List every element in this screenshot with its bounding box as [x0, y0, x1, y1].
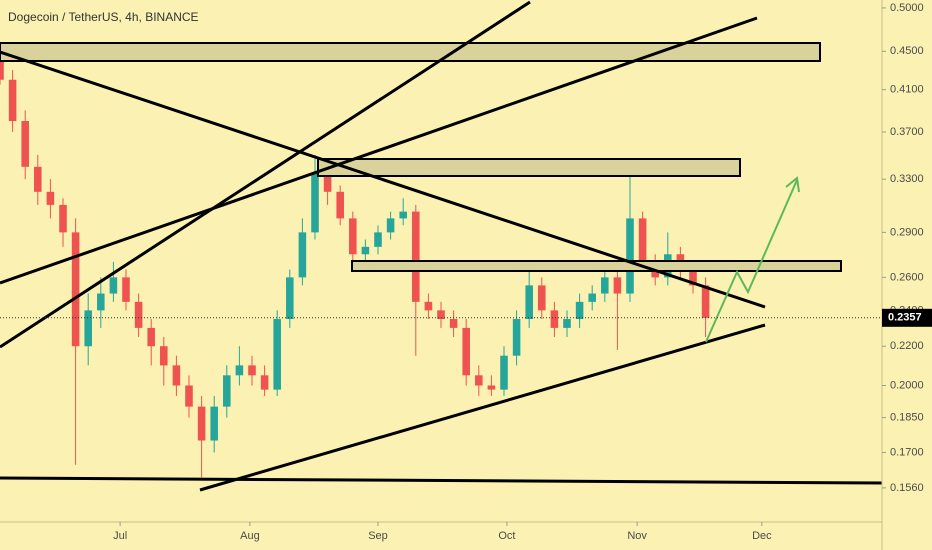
candle-body — [21, 121, 29, 167]
candle-body — [223, 375, 231, 407]
candle-body — [525, 285, 533, 320]
candle-body — [286, 277, 294, 320]
candle-body — [34, 166, 42, 192]
x-tick-label: Nov — [627, 530, 647, 542]
candle-body — [235, 365, 244, 376]
y-tick-label: 0.1560 — [890, 482, 924, 494]
candle-body — [197, 406, 206, 441]
candle-body — [323, 172, 332, 192]
y-tick-label: 0.2900 — [890, 226, 924, 238]
candle-body — [689, 269, 697, 286]
candle-body — [512, 319, 521, 356]
candle-body — [550, 310, 559, 328]
candle-body — [122, 277, 130, 302]
candle-body — [298, 232, 307, 278]
price-axis — [882, 0, 932, 550]
candle-body — [0, 51, 4, 80]
y-tick-label: 0.2600 — [890, 271, 924, 283]
candle-body — [273, 319, 281, 390]
last-price-box — [882, 308, 932, 327]
candle-body — [500, 355, 508, 390]
y-tick-label: 0.3300 — [890, 173, 924, 185]
candle-body — [462, 327, 470, 376]
candle-body — [311, 172, 319, 233]
x-tick-label: Jul — [113, 530, 127, 542]
y-tick-label: 0.5000 — [890, 2, 924, 14]
drawings — [0, 0, 883, 492]
candle-body — [424, 301, 433, 311]
candle-body — [134, 301, 143, 328]
candle-body — [588, 293, 596, 302]
arrow-head — [785, 176, 800, 193]
candle-body — [475, 375, 483, 386]
zone — [0, 42, 821, 62]
y-tick-label: 0.3700 — [890, 126, 924, 138]
y-tick-label: 0.4500 — [890, 45, 924, 57]
chart-title: Dogecoin / TetherUS, 4h, BINANCE — [8, 10, 199, 24]
x-tick-label: Oct — [498, 530, 515, 542]
trend-line — [0, 0, 531, 349]
candle-body — [374, 232, 382, 247]
zone — [351, 260, 842, 272]
candle-body — [160, 346, 168, 366]
y-tick-label: 0.2200 — [890, 340, 924, 352]
candle-body — [701, 285, 710, 318]
candle-body — [487, 385, 496, 390]
candle-body — [248, 365, 256, 376]
candle-body — [449, 319, 458, 328]
candle-body — [109, 277, 118, 294]
candle-body — [399, 211, 407, 219]
candle-body — [613, 277, 622, 294]
candle-body — [437, 310, 445, 320]
candle-body — [147, 327, 155, 347]
candle-body — [626, 218, 634, 294]
x-tick-label: Sep — [368, 530, 388, 542]
candle-body — [59, 204, 67, 233]
last-price-label: 0.2357 — [888, 312, 922, 324]
candle-body — [185, 385, 193, 407]
candle-body — [386, 218, 395, 233]
candle-body — [210, 406, 218, 441]
candle-body — [563, 319, 571, 328]
trend-line — [0, 476, 883, 485]
trend-line — [199, 323, 766, 492]
candle-body — [46, 191, 55, 205]
y-tick-label: 0.1850 — [890, 412, 924, 424]
y-tick-label: 0.4100 — [890, 84, 924, 96]
zone — [317, 158, 741, 177]
candle-body — [538, 285, 546, 311]
x-tick-label: Aug — [240, 530, 260, 542]
candle-body — [71, 232, 80, 347]
candles — [0, 46, 710, 478]
candle-body — [260, 375, 269, 390]
candle-body — [638, 218, 647, 262]
trend-line — [0, 50, 766, 309]
candle-body — [97, 293, 105, 311]
candle-body — [84, 310, 92, 347]
y-tick-label: 0.2000 — [890, 379, 924, 391]
candle-body — [361, 246, 370, 255]
candle-body — [601, 277, 609, 294]
trend-line — [0, 16, 758, 285]
candle-body — [8, 79, 17, 122]
candle-body — [575, 301, 584, 320]
x-tick-label: Dec — [752, 530, 772, 542]
y-tick-label: 0.1700 — [890, 446, 924, 458]
candle-body — [412, 211, 420, 302]
candle-body — [349, 218, 357, 255]
candle-body — [172, 365, 181, 386]
candle-body — [336, 191, 344, 219]
projection-arrow — [705, 179, 798, 343]
